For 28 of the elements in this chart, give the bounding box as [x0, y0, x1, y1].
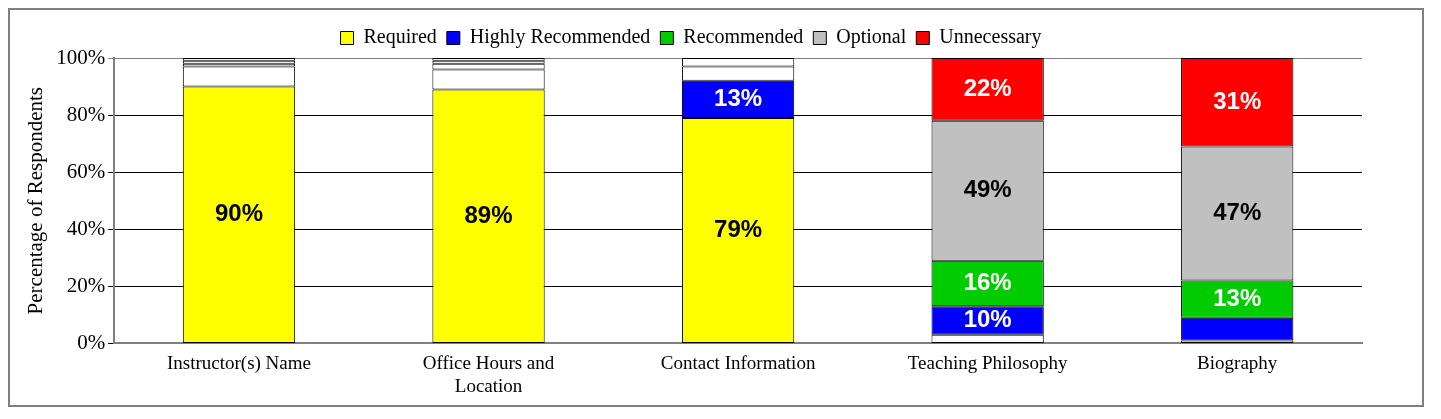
data-label: 89% [464, 200, 513, 228]
data-label: 31% [1213, 86, 1262, 114]
legend-label: Optional [836, 25, 907, 49]
data-label: 13% [1213, 283, 1262, 311]
y-axis-title: Percentage of Respondents [23, 86, 48, 315]
data-label: 16% [963, 268, 1012, 296]
y-tick-label: 40% [66, 215, 106, 240]
y-tick-label: 0% [77, 329, 106, 354]
x-tick-label: Biography [1197, 351, 1278, 373]
x-tick-label: Office Hours and Location [422, 351, 555, 396]
data-label: 47% [1213, 198, 1262, 226]
y-tick-label: 20% [66, 272, 106, 297]
legend-label: Unnecessary [939, 25, 1042, 49]
x-tick-label: Teaching Philosophy [907, 351, 1068, 373]
legend-label: Required [363, 25, 437, 49]
y-tick-label: 80% [66, 101, 106, 126]
data-label: 79% [714, 215, 763, 243]
x-tick-label: Contact Information [660, 351, 816, 373]
x-tick-label: Instructor(s) Name [166, 351, 311, 374]
y-tick-label: 100% [56, 44, 106, 69]
data-label: 13% [714, 84, 763, 112]
data-label: 22% [963, 74, 1012, 102]
y-tick-label: 60% [66, 158, 106, 183]
data-label: 90% [214, 199, 263, 227]
data-label: 49% [963, 175, 1012, 203]
legend-label: Recommended [683, 25, 804, 48]
data-label: 10% [963, 305, 1012, 333]
legend-label: Highly Recommended [469, 25, 651, 49]
